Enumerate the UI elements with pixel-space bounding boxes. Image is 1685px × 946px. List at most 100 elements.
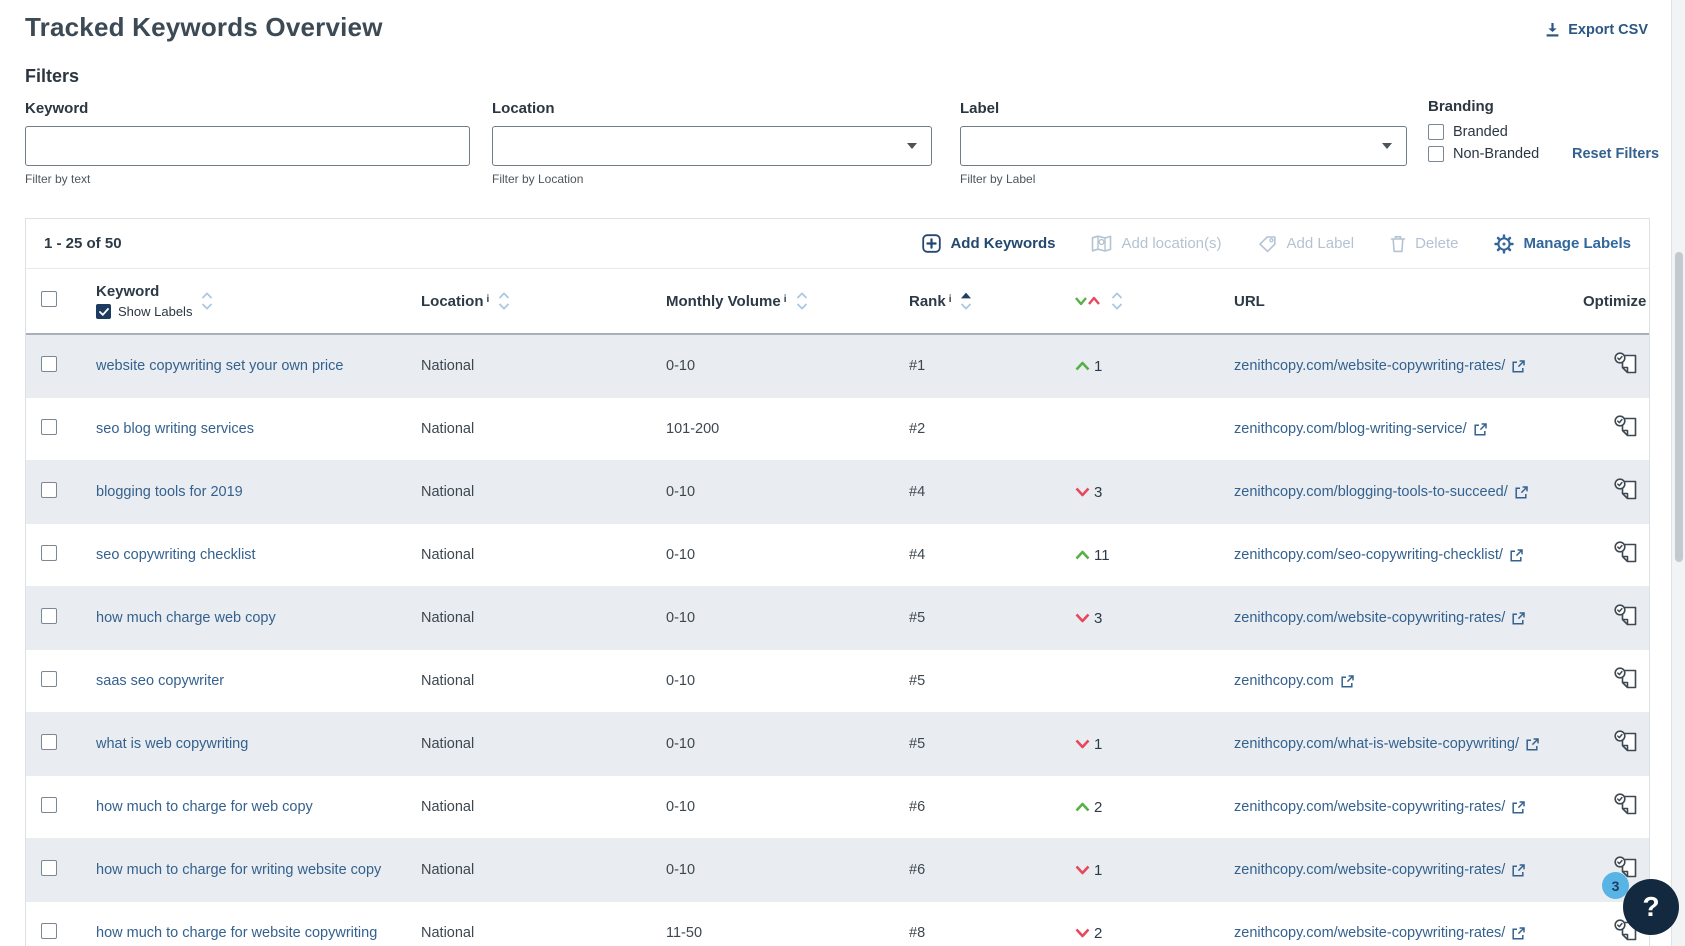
url-cell: zenithcopy.com/what-is-website-copywriti… [1234,736,1558,752]
plus-square-icon [922,234,942,253]
info-icon: i [948,293,952,305]
label-filter-group: Label Filter by Label [960,100,1407,186]
manage-labels-button[interactable]: Manage Labels [1494,233,1631,254]
keyword-link[interactable]: blogging tools for 2019 [96,484,243,500]
add-locations-button[interactable]: Add location(s) [1091,234,1222,253]
keyword-link[interactable]: how much to charge for writing website c… [96,862,382,878]
non-branded-checkbox[interactable] [1428,146,1444,162]
export-csv-button[interactable]: Export CSV [1545,22,1648,38]
external-link-icon [1473,422,1488,437]
url-link[interactable]: zenithcopy.com/seo-copywriting-checklist… [1234,547,1524,563]
scrollbar-thumb[interactable] [1675,252,1683,562]
keyword-link[interactable]: how much to charge for website copywriti… [96,925,378,941]
row-checkbox[interactable] [41,734,57,750]
rank-change-cell: 3 [1074,610,1234,627]
select-all-checkbox[interactable] [41,290,57,307]
row-checkbox[interactable] [41,671,57,687]
row-checkbox[interactable] [41,419,57,435]
page-optimization-icon[interactable] [1613,540,1640,567]
page-optimization-icon[interactable] [1613,729,1640,756]
non-branded-option: Non-Branded [1428,146,1539,162]
keyword-link[interactable]: how much charge web copy [96,610,276,626]
branded-checkbox[interactable] [1428,124,1444,140]
location-cell: National [421,799,475,815]
row-checkbox[interactable] [41,608,57,624]
keyword-link[interactable]: website copywriting set your own price [96,358,344,374]
keyword-filter-group: Keyword Filter by text [25,100,470,186]
keyword-link[interactable]: seo copywriting checklist [96,547,256,563]
table-row: what is web copywriting National 0-10 #5… [26,713,1649,776]
table-row: saas seo copywriter National 0-10 #5 zen… [26,650,1649,713]
row-checkbox[interactable] [41,545,57,561]
add-label-button[interactable]: Add Label [1258,235,1354,253]
url-cell: zenithcopy.com/website-copywriting-rates… [1234,358,1558,374]
page-optimization-icon[interactable] [1613,792,1640,819]
question-icon: ? [1642,891,1660,922]
monthly-volume-cell: 0-10 [666,358,696,374]
page-optimization-icon[interactable] [1613,414,1640,441]
url-cell: zenithcopy.com [1234,673,1558,689]
url-link[interactable]: zenithcopy.com/blog-writing-service/ [1234,421,1488,437]
location-column-header: Location i [421,290,666,312]
sort-icon[interactable] [795,290,809,312]
monthly-volume-cell: 0-10 [666,862,696,878]
url-link[interactable]: zenithcopy.com/website-copywriting-rates… [1234,925,1526,941]
filters-heading: Filters [25,66,80,86]
sort-icon[interactable] [1110,290,1124,312]
delete-button[interactable]: Delete [1390,235,1458,253]
show-labels-toggle[interactable]: Show Labels [96,304,192,319]
page-optimization-icon[interactable] [1613,855,1640,882]
sort-icon[interactable] [497,290,511,312]
row-checkbox[interactable] [41,923,57,939]
row-checkbox[interactable] [41,797,57,813]
url-link[interactable]: zenithcopy.com [1234,673,1355,689]
location-cell: National [421,484,475,500]
reset-filters-link[interactable]: Reset Filters [1572,146,1660,162]
page-optimization-icon[interactable] [1613,603,1640,630]
page-optimization-icon[interactable] [1613,351,1640,378]
location-cell: National [421,862,475,878]
row-checkbox[interactable] [41,482,57,498]
location-filter-label: Location [492,100,555,117]
url-column-header: URL [1234,292,1265,310]
row-checkbox[interactable] [41,860,57,876]
map-pin-icon [1091,234,1112,253]
location-filter-group: Location Filter by Location [492,100,932,186]
rank-change-value: 1 [1094,357,1103,375]
rank-change-cell: 2 [1074,925,1234,942]
monthly-volume-cell: 0-10 [666,484,696,500]
url-link[interactable]: zenithcopy.com/website-copywriting-rates… [1234,610,1526,626]
keyword-link[interactable]: seo blog writing services [96,421,254,437]
location-filter-select[interactable] [492,126,932,166]
row-checkbox[interactable] [41,356,57,372]
external-link-icon [1509,548,1524,563]
branding-filter-group: Branding Branded Non-Branded [1428,98,1539,162]
keyword-column-header: Keyword Show Labels [96,283,421,319]
external-link-icon [1511,926,1526,941]
url-link[interactable]: zenithcopy.com/website-copywriting-rates… [1234,358,1526,374]
url-link[interactable]: zenithcopy.com/website-copywriting-rates… [1234,862,1526,878]
keyword-filter-input[interactable] [25,126,470,166]
keyword-filter-helper: Filter by text [25,172,91,186]
show-labels-checkbox[interactable] [96,304,111,319]
label-filter-select[interactable] [960,126,1407,166]
rank-change-value: 3 [1094,483,1103,501]
keyword-link[interactable]: what is web copywriting [96,736,249,752]
caret-down-icon [907,143,917,149]
page-optimization-icon[interactable] [1613,666,1640,693]
add-keywords-button[interactable]: Add Keywords [922,234,1055,253]
table-row: how much charge web copy National 0-10 #… [26,587,1649,650]
rank-change-value: 2 [1094,924,1103,942]
keyword-link[interactable]: how much to charge for web copy [96,799,313,815]
url-link[interactable]: zenithcopy.com/blogging-tools-to-succeed… [1234,484,1529,500]
rank-change-cell: 3 [1074,484,1234,501]
url-link[interactable]: zenithcopy.com/what-is-website-copywriti… [1234,736,1540,752]
url-link[interactable]: zenithcopy.com/website-copywriting-rates… [1234,799,1526,815]
sort-icon[interactable] [200,290,214,312]
caret-down-icon [1382,143,1392,149]
page-optimization-icon[interactable] [1613,477,1640,504]
sort-icon-active[interactable] [959,290,973,312]
help-button[interactable]: ? [1623,879,1679,935]
keyword-link[interactable]: saas seo copywriter [96,673,225,689]
